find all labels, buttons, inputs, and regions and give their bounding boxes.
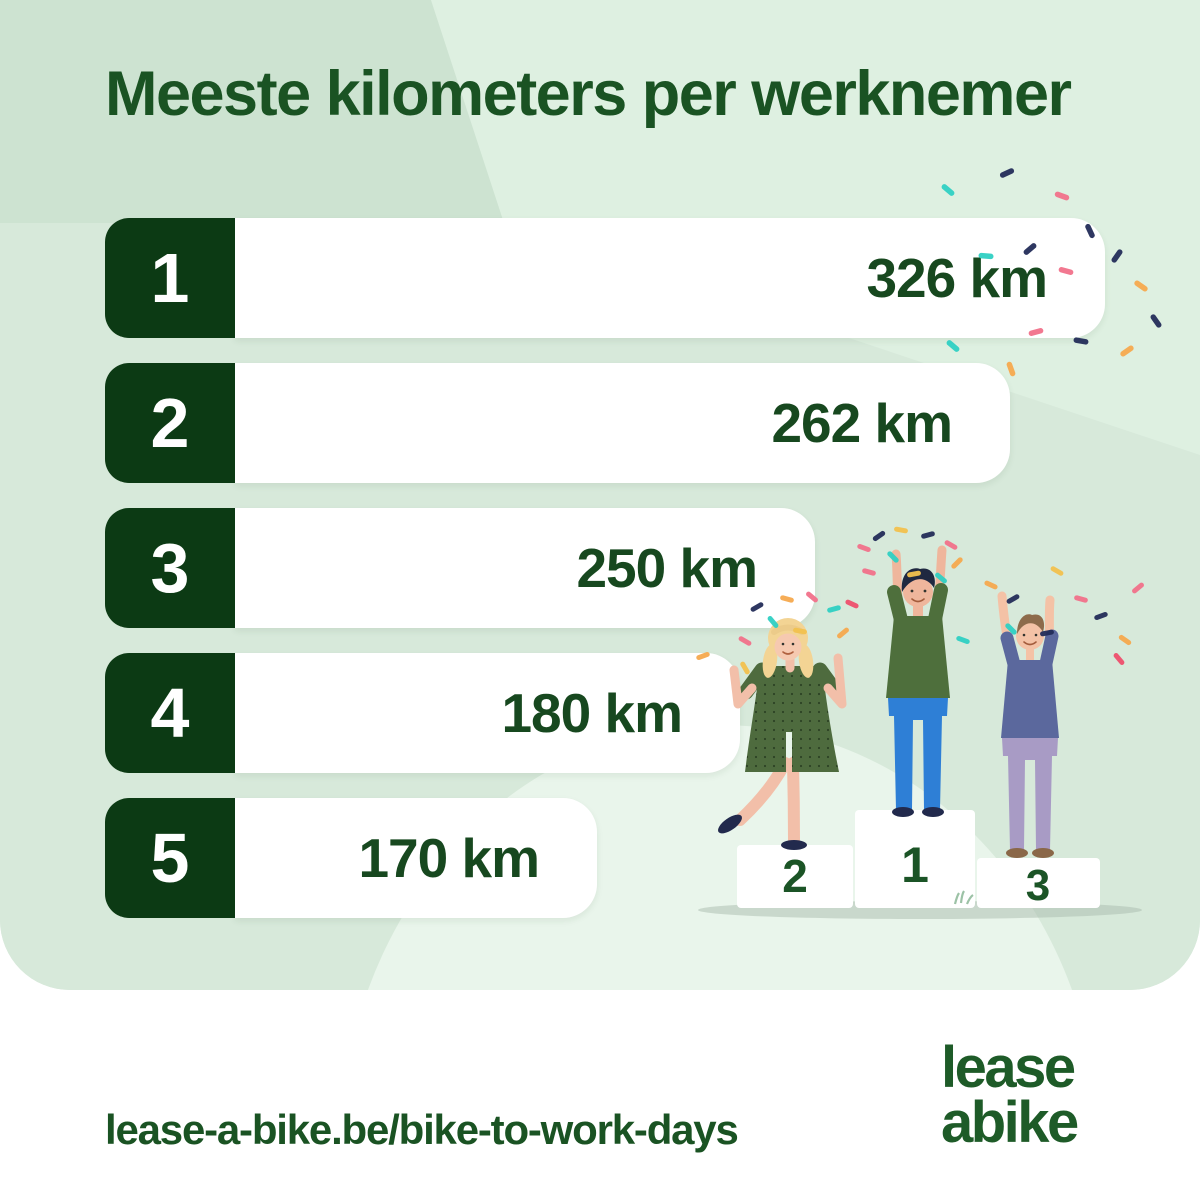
podium-block-1: [855, 810, 975, 908]
page-title: Meeste kilometers per werknemer: [105, 59, 1072, 129]
man1-jeans: [888, 698, 948, 810]
bar-4: 180 km: [235, 653, 740, 773]
ranking-row-1: 1 326 km: [105, 218, 1105, 338]
woman-second-place: [718, 618, 847, 850]
bar-5: 170 km: [235, 798, 597, 918]
corner-polygon: [0, 0, 504, 223]
rank-badge-1: 1: [105, 218, 235, 338]
grass-icon: [953, 890, 974, 905]
logo-line-lease: lease: [941, 1035, 1076, 1100]
podium-illustration: 2 1 3: [698, 545, 1142, 919]
bar-4-value: 180 km: [501, 682, 683, 744]
rank-badge-2: 2: [105, 363, 235, 483]
bar-1: 326 km: [235, 218, 1105, 338]
logo-line-abike: abike: [941, 1090, 1079, 1155]
rank-badge-4: 4: [105, 653, 235, 773]
man-first-place: [886, 545, 950, 817]
background-panel: [0, 0, 1200, 990]
bar-5-value: 170 km: [358, 827, 540, 889]
ranking-row-2: 2 262 km: [105, 363, 1010, 483]
ranking-row-5: 5 170 km: [105, 798, 597, 918]
campaign-url: lease-a-bike.be/bike-to-work-days: [105, 1106, 739, 1153]
man-third-place: [997, 591, 1059, 858]
man3-pants: [1002, 738, 1058, 850]
ranking-row-4: 4 180 km: [105, 653, 740, 773]
podium-block-2: [737, 845, 853, 908]
podium-label-1: 1: [901, 837, 929, 893]
bar-2-value: 262 km: [771, 392, 953, 454]
bar-3: 250 km: [235, 508, 815, 628]
podium-block-3: [977, 858, 1100, 908]
man3-shirt: [1001, 660, 1059, 738]
man1-face: [903, 577, 933, 607]
ranking-row-3: 3 250 km: [105, 508, 815, 628]
man3-hair: [1017, 614, 1045, 634]
rank-badge-5: 5: [105, 798, 235, 918]
podium-label-2: 2: [782, 850, 808, 902]
woman-face: [774, 633, 802, 661]
bar-2: 262 km: [235, 363, 1010, 483]
rank-badge-3: 3: [105, 508, 235, 628]
man1-shirt: [886, 616, 950, 698]
podium-label-3: 3: [1026, 861, 1050, 910]
bar-3-value: 250 km: [576, 537, 758, 599]
bar-1-value: 326 km: [866, 247, 1048, 309]
lease-a-bike-logo: lease abike: [941, 1035, 1079, 1155]
woman-dress: [745, 666, 839, 772]
man3-face: [1016, 622, 1044, 650]
